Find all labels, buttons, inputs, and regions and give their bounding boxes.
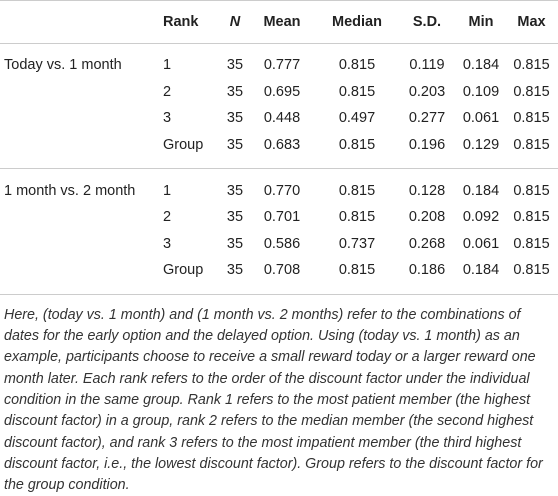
value-cell: 0.815 bbox=[513, 57, 550, 74]
header-cell: Mean bbox=[247, 0, 317, 44]
empty-cell bbox=[0, 105, 163, 132]
value-cell: 0.815 bbox=[513, 182, 550, 199]
value-cell: 0.203 bbox=[408, 83, 446, 100]
empty-cell bbox=[0, 231, 163, 258]
value-cell: 0.815 bbox=[513, 209, 550, 226]
value-cell: 0.277 bbox=[408, 110, 446, 127]
value-cell: 0.815 bbox=[505, 257, 558, 295]
value-cell: 0.061 bbox=[462, 110, 500, 127]
value-cell: 0.268 bbox=[408, 235, 446, 252]
header-cell: Min bbox=[457, 0, 505, 44]
value-cell: 0.815 bbox=[338, 209, 376, 226]
value-cell: 35 bbox=[226, 235, 244, 252]
value-cell: 0.737 bbox=[338, 235, 376, 252]
rank-cell: Group bbox=[163, 257, 223, 295]
value-cell: 0.815 bbox=[505, 131, 558, 170]
group-label: 1 month vs. 2 month bbox=[4, 182, 136, 199]
header-cell: S.D. bbox=[397, 0, 457, 44]
header-cell: Rank bbox=[163, 0, 223, 44]
group-label: Today vs. 1 month bbox=[4, 57, 122, 74]
value-cell: 0.061 bbox=[462, 235, 500, 252]
empty-cell bbox=[0, 257, 163, 295]
value-cell: 35 bbox=[226, 83, 244, 100]
value-cell: 0.119 bbox=[409, 57, 445, 74]
value-cell: 0.208 bbox=[408, 209, 446, 226]
value-cell: 35 bbox=[226, 57, 244, 74]
table-body: Today vs. 1 month 1 35 0.777 0.815 0.119 0.184… bbox=[0, 44, 558, 295]
rank-cell: 3 bbox=[163, 110, 172, 127]
value-cell: 35 bbox=[223, 257, 247, 295]
value-cell: 0.186 bbox=[397, 257, 457, 295]
table-row: 3 35 0.448 0.497 0.277 0.061 0.815 bbox=[0, 105, 558, 132]
value-cell: 0.815 bbox=[338, 182, 376, 199]
value-cell: 0.448 bbox=[263, 110, 301, 127]
header-cell: Max bbox=[505, 0, 558, 44]
value-cell: 0.815 bbox=[317, 131, 397, 170]
value-cell: 0.701 bbox=[263, 209, 301, 226]
value-cell: 0.184 bbox=[462, 57, 500, 74]
value-cell: 35 bbox=[223, 131, 247, 170]
table-row: 2 35 0.695 0.815 0.203 0.109 0.815 bbox=[0, 79, 558, 106]
table-row: Group 35 0.683 0.815 0.196 0.129 0.815 bbox=[0, 131, 558, 170]
rank-cell: 1 bbox=[163, 182, 172, 199]
table-row: Today vs. 1 month 1 35 0.777 0.815 0.119 0.184… bbox=[0, 44, 558, 79]
table-row: 1 month vs. 2 month 1 35 0.770 0.815 0.128 0.1… bbox=[0, 169, 558, 204]
rank-cell: 2 bbox=[163, 83, 172, 100]
value-cell: 0.815 bbox=[513, 83, 550, 100]
value-cell: 0.497 bbox=[338, 110, 376, 127]
header-cell bbox=[0, 0, 163, 44]
value-cell: 0.770 bbox=[263, 182, 301, 199]
table-note: Here, (today vs. 1 month) and (1 month v… bbox=[4, 306, 543, 494]
value-cell: 0.695 bbox=[263, 83, 301, 100]
header-row: Rank N Mean Median S.D. Min Max bbox=[0, 0, 558, 44]
stats-table: Rank N Mean Median S.D. Min Max Today vs. 1 mo… bbox=[0, 0, 558, 295]
empty-cell bbox=[0, 79, 163, 106]
value-cell: 35 bbox=[226, 209, 244, 226]
table-row: 2 35 0.701 0.815 0.208 0.092 0.815 bbox=[0, 204, 558, 231]
value-cell: 0.128 bbox=[408, 182, 446, 199]
value-cell: 0.129 bbox=[457, 131, 505, 170]
table-row: 3 35 0.586 0.737 0.268 0.061 0.815 bbox=[0, 231, 558, 258]
value-cell: 0.586 bbox=[263, 235, 301, 252]
value-cell: 35 bbox=[226, 182, 244, 199]
header-cell: N bbox=[223, 0, 247, 44]
value-cell: 0.683 bbox=[247, 131, 317, 170]
value-cell: 0.092 bbox=[462, 209, 500, 226]
value-cell: 0.777 bbox=[263, 57, 301, 74]
empty-cell bbox=[0, 131, 163, 170]
value-cell: 0.184 bbox=[462, 182, 500, 199]
value-cell: 0.815 bbox=[338, 83, 376, 100]
value-cell: 0.184 bbox=[457, 257, 505, 295]
empty-cell bbox=[0, 204, 163, 231]
value-cell: 0.708 bbox=[247, 257, 317, 295]
rank-cell: 2 bbox=[163, 209, 172, 226]
rank-cell: 3 bbox=[163, 235, 172, 252]
rank-cell: 1 bbox=[163, 57, 172, 74]
table-row: Group 35 0.708 0.815 0.186 0.184 0.815 bbox=[0, 257, 558, 295]
value-cell: 0.196 bbox=[397, 131, 457, 170]
value-cell: 35 bbox=[226, 110, 244, 127]
value-cell: 0.815 bbox=[513, 235, 550, 252]
value-cell: 0.109 bbox=[462, 83, 500, 100]
rank-cell: Group bbox=[163, 131, 223, 170]
header-cell: Median bbox=[317, 0, 397, 44]
value-cell: 0.815 bbox=[317, 257, 397, 295]
value-cell: 0.815 bbox=[513, 110, 550, 127]
value-cell: 0.815 bbox=[338, 57, 376, 74]
